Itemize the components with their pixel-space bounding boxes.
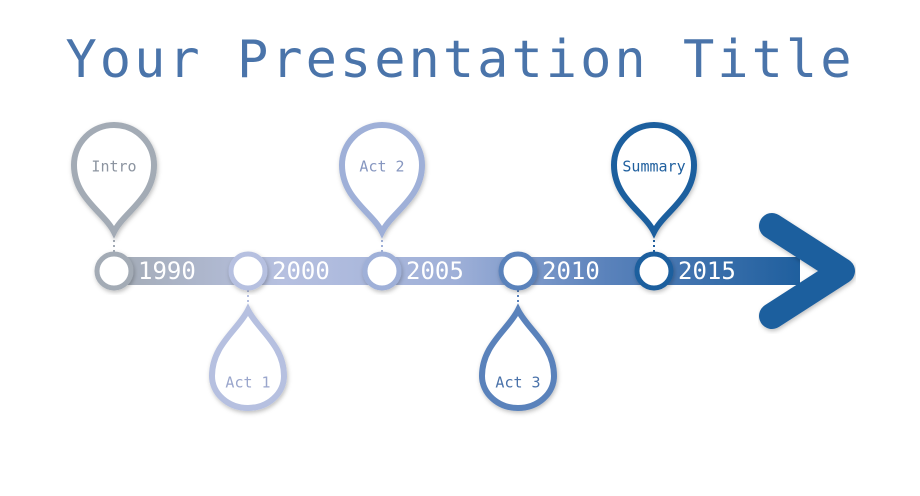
pin-label: Summary (622, 158, 685, 176)
year-label: 2015 (678, 257, 736, 285)
pin-label: Act 2 (359, 158, 404, 176)
timeline-node (228, 251, 268, 291)
timeline-node (498, 251, 538, 291)
pin-label: Intro (91, 158, 136, 176)
year-label: 1990 (138, 257, 196, 285)
milestone-2015: Summary 2015 (610, 122, 736, 291)
pin-marker (610, 122, 698, 239)
year-label: 2005 (406, 257, 464, 285)
pin-marker (338, 122, 426, 239)
timeline-bar (110, 257, 800, 285)
year-label: 2010 (542, 257, 600, 285)
timeline-arrowhead (759, 213, 855, 329)
timeline-node (94, 251, 134, 291)
pin-label: Act 1 (225, 374, 270, 392)
year-label: 2000 (272, 257, 330, 285)
pin-marker (70, 122, 158, 239)
slide-title: Your Presentation Title (65, 30, 855, 90)
pin-marker (208, 303, 288, 411)
milestone-2000: Act 1 2000 (208, 251, 330, 411)
milestone-2005: Act 2 2005 (338, 122, 464, 291)
milestone-2010: Act 3 2010 (478, 251, 600, 411)
timeline-node (362, 251, 402, 291)
timeline-node (634, 251, 674, 291)
pin-marker (478, 303, 558, 411)
milestone-1990: Intro 1990 (70, 122, 196, 291)
pin-label: Act 3 (495, 374, 540, 392)
